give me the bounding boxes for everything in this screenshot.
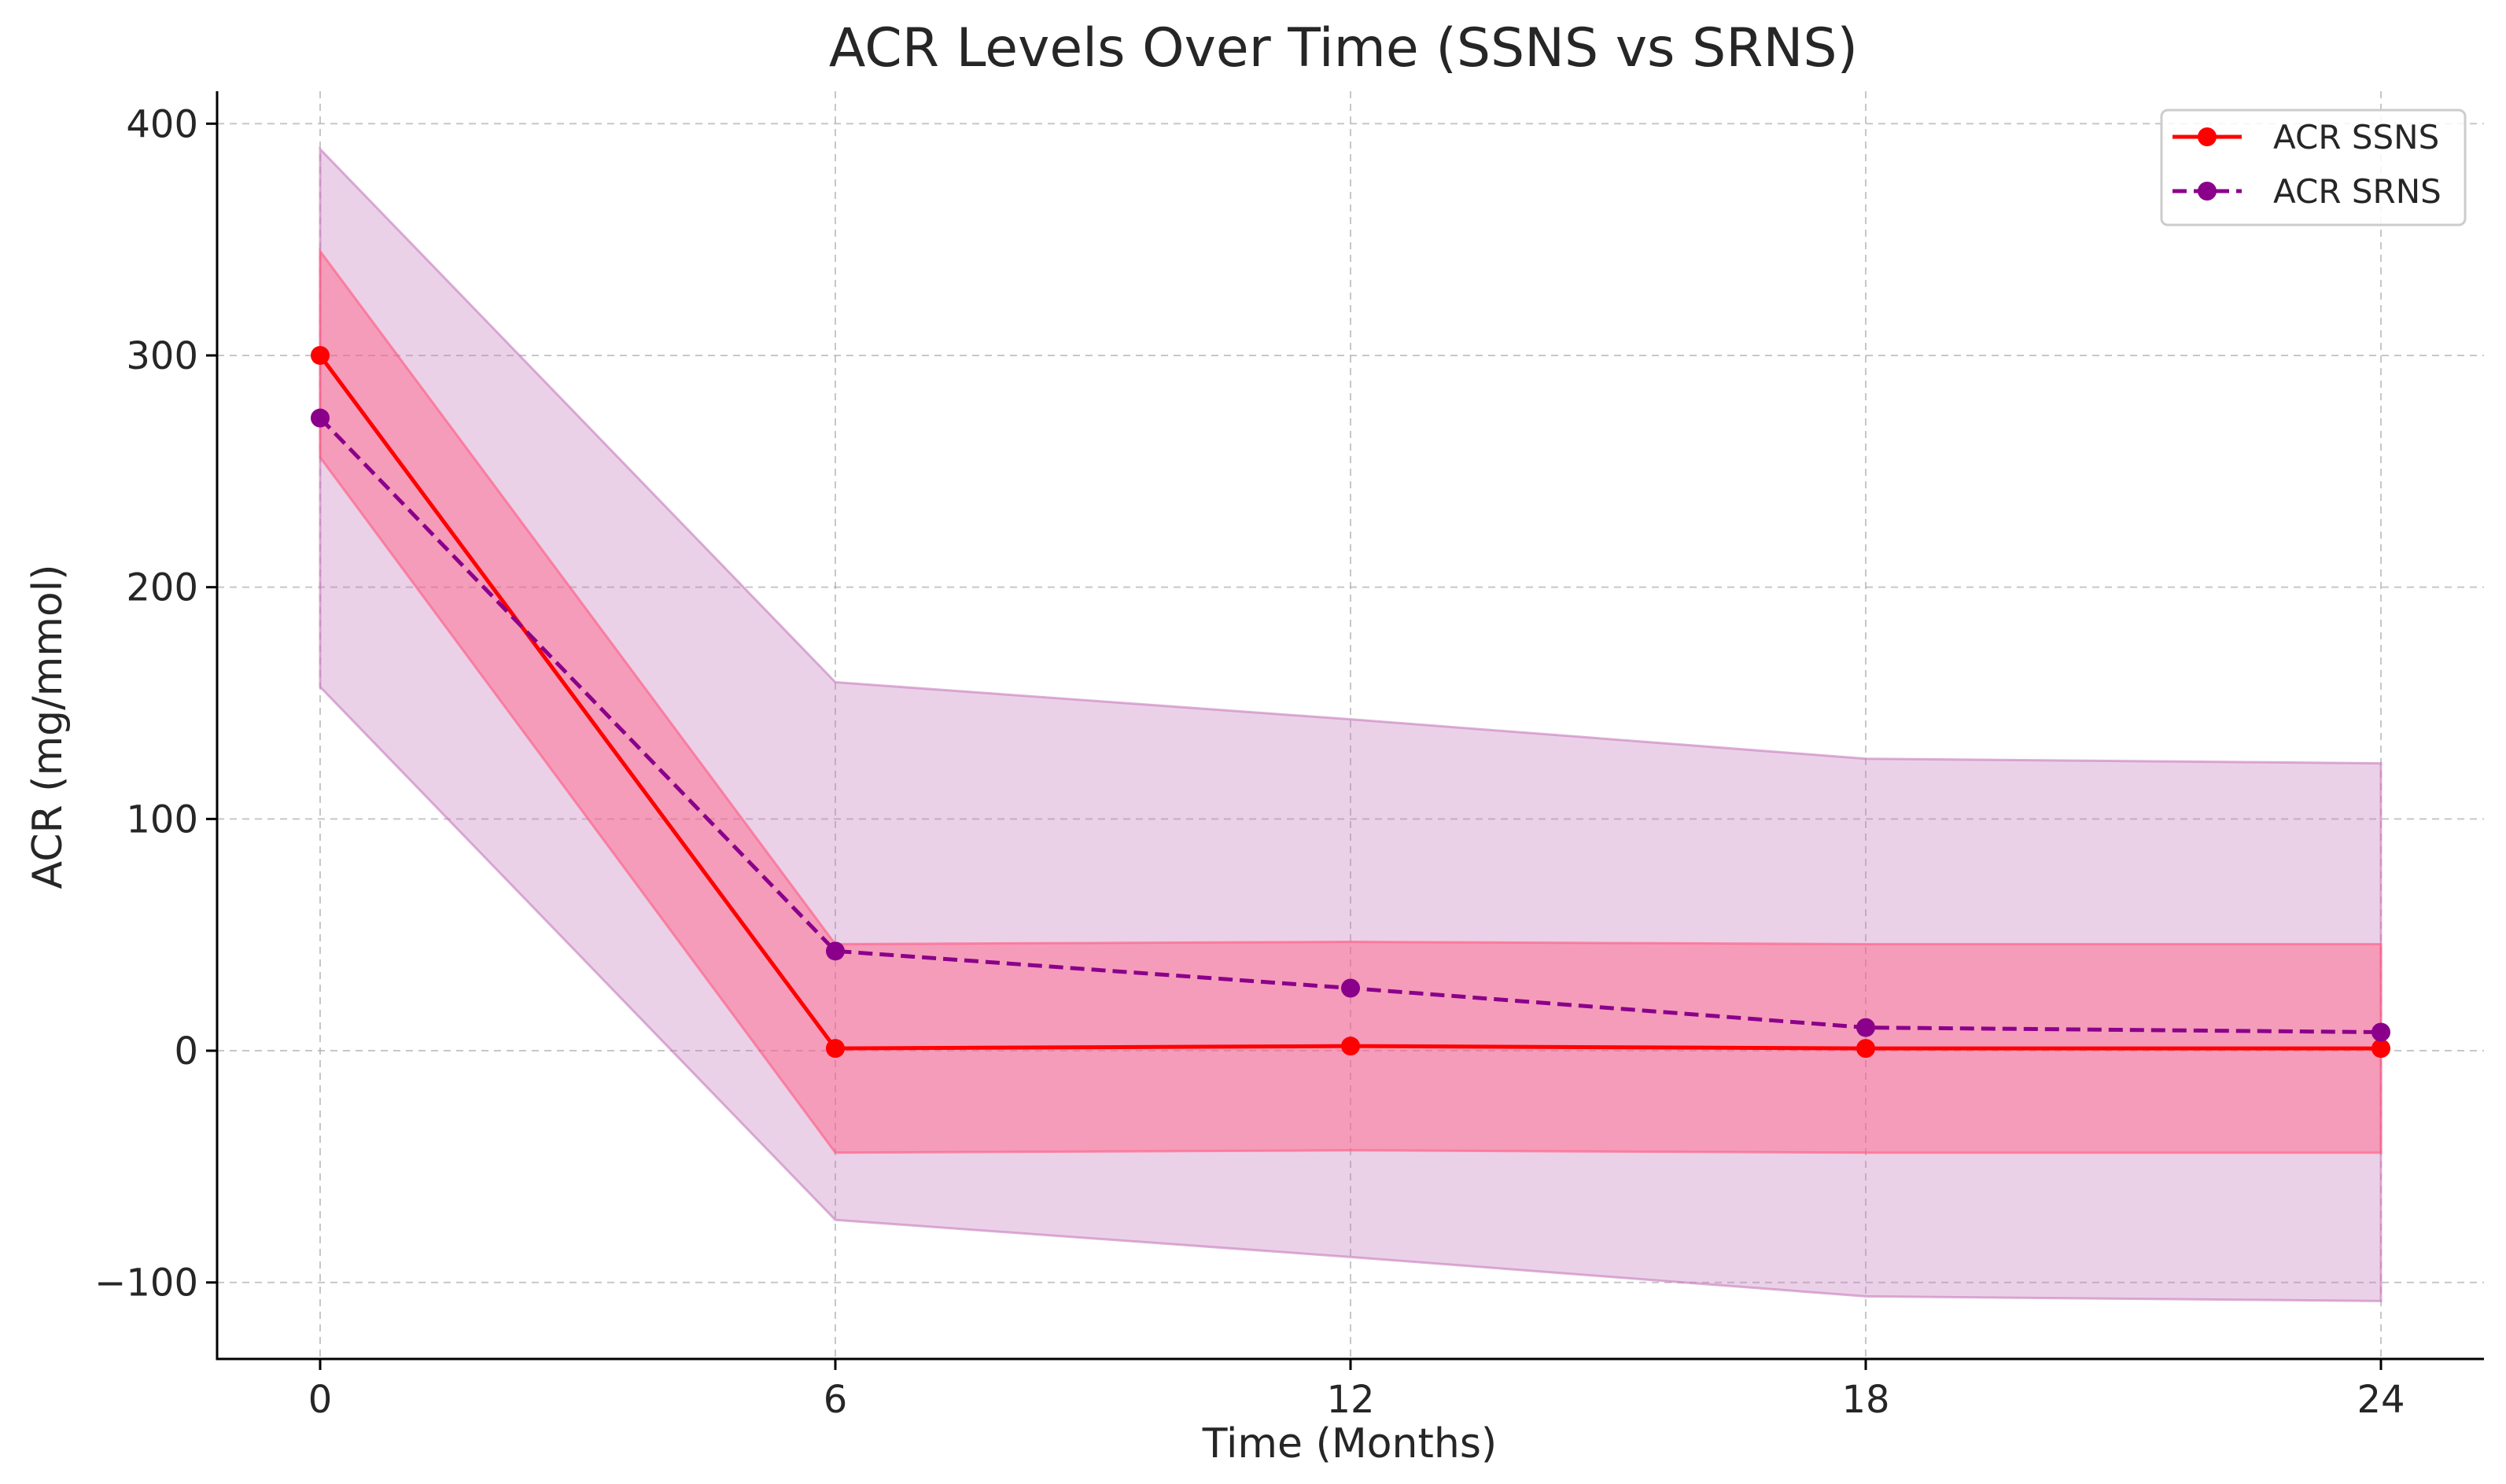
band-acr-srns xyxy=(319,145,2383,1302)
legend-marker-acr-ssns xyxy=(2198,127,2217,146)
legend-marker-acr-srns xyxy=(2198,182,2217,201)
point-acr-srns-6 xyxy=(826,941,845,961)
point-acr-ssns-6 xyxy=(826,1039,845,1059)
band-acr-ssns xyxy=(319,247,2383,1154)
point-acr-srns-0 xyxy=(311,408,330,428)
x-ticks: 0 6 12 18 24 xyxy=(308,1359,2405,1422)
y-tick-label-neg100: −100 xyxy=(94,1261,198,1305)
point-acr-ssns-24 xyxy=(2371,1039,2390,1059)
point-acr-srns-18 xyxy=(1856,1018,1875,1037)
y-ticks: −100 0 100 200 300 400 xyxy=(94,102,217,1305)
point-acr-ssns-0 xyxy=(311,345,330,365)
y-tick-label-300: 300 xyxy=(126,334,198,378)
y-axis-label: ACR (mg/mmol) xyxy=(24,565,72,889)
y-tick-label-0: 0 xyxy=(174,1029,198,1073)
confidence-bands xyxy=(319,145,2383,1302)
chart-title: ACR Levels Over Time (SSNS vs SRNS) xyxy=(829,17,1858,79)
point-acr-srns-12 xyxy=(1341,978,1360,998)
x-tick-label-24: 24 xyxy=(2357,1378,2405,1422)
point-acr-ssns-12 xyxy=(1341,1037,1360,1056)
x-tick-label-18: 18 xyxy=(1841,1378,1889,1422)
x-tick-label-0: 0 xyxy=(308,1378,333,1422)
x-tick-label-6: 6 xyxy=(824,1378,848,1422)
y-tick-label-400: 400 xyxy=(126,102,198,146)
x-axis-label: Time (Months) xyxy=(1202,1420,1497,1467)
series-points xyxy=(311,345,2390,1059)
axes-spine xyxy=(216,91,2484,1361)
x-tick-label-12: 12 xyxy=(1326,1378,1374,1422)
legend: ACR SSNS ACR SRNS xyxy=(2160,109,2467,226)
point-acr-srns-24 xyxy=(2371,1022,2390,1042)
point-acr-ssns-18 xyxy=(1856,1039,1875,1059)
y-tick-label-100: 100 xyxy=(126,797,198,841)
y-tick-label-200: 200 xyxy=(126,566,198,610)
legend-label-acr-ssns: ACR SSNS xyxy=(2273,118,2439,157)
legend-label-acr-srns: ACR SRNS xyxy=(2273,172,2442,211)
